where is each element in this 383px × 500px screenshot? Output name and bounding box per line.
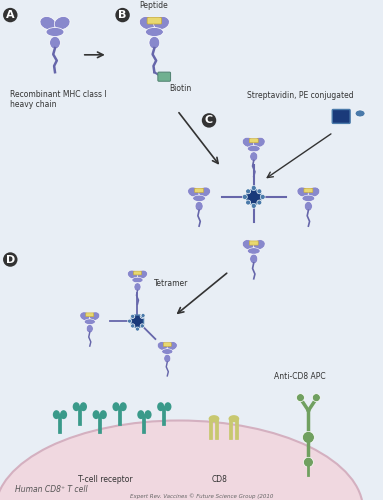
Ellipse shape bbox=[254, 138, 265, 147]
Ellipse shape bbox=[53, 410, 60, 419]
Ellipse shape bbox=[199, 187, 211, 197]
Ellipse shape bbox=[242, 138, 254, 147]
Ellipse shape bbox=[113, 402, 119, 411]
Ellipse shape bbox=[54, 16, 70, 30]
Text: Peptide: Peptide bbox=[139, 1, 168, 10]
Circle shape bbox=[242, 194, 247, 200]
Ellipse shape bbox=[132, 277, 143, 283]
Ellipse shape bbox=[119, 402, 127, 411]
Ellipse shape bbox=[167, 342, 177, 350]
Ellipse shape bbox=[40, 16, 56, 30]
Text: C: C bbox=[205, 116, 213, 126]
Circle shape bbox=[303, 432, 314, 444]
Ellipse shape bbox=[84, 319, 95, 324]
FancyBboxPatch shape bbox=[249, 138, 258, 143]
Circle shape bbox=[303, 458, 313, 467]
Ellipse shape bbox=[247, 146, 260, 152]
FancyBboxPatch shape bbox=[86, 313, 94, 316]
Circle shape bbox=[140, 314, 144, 318]
FancyBboxPatch shape bbox=[247, 190, 261, 204]
Ellipse shape bbox=[90, 312, 100, 320]
Ellipse shape bbox=[164, 354, 171, 362]
Ellipse shape bbox=[0, 420, 363, 500]
Ellipse shape bbox=[137, 410, 144, 419]
FancyBboxPatch shape bbox=[147, 18, 162, 24]
Circle shape bbox=[260, 194, 265, 200]
Ellipse shape bbox=[93, 410, 100, 419]
Ellipse shape bbox=[50, 36, 61, 49]
Circle shape bbox=[128, 319, 131, 323]
Ellipse shape bbox=[73, 402, 80, 411]
Ellipse shape bbox=[247, 248, 260, 254]
Ellipse shape bbox=[157, 342, 167, 350]
Text: B: B bbox=[118, 10, 127, 20]
Ellipse shape bbox=[254, 240, 265, 250]
Circle shape bbox=[246, 200, 250, 205]
Circle shape bbox=[246, 189, 250, 194]
Text: Recombinant MHC class I
heavy chain: Recombinant MHC class I heavy chain bbox=[10, 90, 107, 110]
Text: Streptavidin, PE conjugated: Streptavidin, PE conjugated bbox=[247, 90, 354, 100]
FancyBboxPatch shape bbox=[195, 188, 203, 192]
Ellipse shape bbox=[134, 283, 141, 291]
Text: D: D bbox=[6, 254, 15, 264]
Ellipse shape bbox=[304, 202, 313, 211]
Ellipse shape bbox=[162, 349, 173, 354]
Ellipse shape bbox=[188, 187, 200, 197]
Text: A: A bbox=[6, 10, 15, 20]
FancyBboxPatch shape bbox=[304, 188, 313, 192]
Ellipse shape bbox=[154, 16, 169, 30]
Ellipse shape bbox=[128, 270, 138, 278]
Ellipse shape bbox=[139, 16, 155, 30]
FancyBboxPatch shape bbox=[131, 315, 144, 327]
Ellipse shape bbox=[297, 187, 309, 197]
Ellipse shape bbox=[146, 28, 163, 36]
Text: Anti-CD8 APC: Anti-CD8 APC bbox=[273, 372, 325, 381]
Ellipse shape bbox=[137, 270, 147, 278]
Ellipse shape bbox=[100, 410, 107, 419]
FancyBboxPatch shape bbox=[332, 110, 350, 124]
Circle shape bbox=[131, 314, 135, 318]
Ellipse shape bbox=[195, 202, 203, 211]
Ellipse shape bbox=[355, 110, 365, 117]
Circle shape bbox=[141, 314, 145, 318]
Ellipse shape bbox=[302, 195, 315, 202]
Ellipse shape bbox=[209, 415, 219, 422]
Ellipse shape bbox=[193, 195, 205, 202]
Text: Tetramer: Tetramer bbox=[154, 280, 189, 288]
Ellipse shape bbox=[46, 28, 64, 36]
Circle shape bbox=[136, 327, 139, 331]
Circle shape bbox=[257, 189, 262, 194]
Text: Human CD8⁺ T cell: Human CD8⁺ T cell bbox=[15, 485, 88, 494]
Ellipse shape bbox=[86, 324, 93, 333]
Circle shape bbox=[251, 186, 256, 190]
FancyBboxPatch shape bbox=[134, 271, 141, 275]
Circle shape bbox=[313, 394, 320, 402]
Ellipse shape bbox=[157, 402, 164, 411]
Circle shape bbox=[251, 204, 256, 208]
FancyBboxPatch shape bbox=[163, 342, 171, 346]
Circle shape bbox=[131, 324, 135, 328]
Circle shape bbox=[140, 324, 144, 328]
FancyBboxPatch shape bbox=[249, 241, 258, 245]
Text: CD8: CD8 bbox=[212, 475, 228, 484]
Ellipse shape bbox=[80, 402, 87, 411]
Ellipse shape bbox=[60, 410, 67, 419]
Ellipse shape bbox=[250, 254, 258, 264]
Ellipse shape bbox=[242, 240, 254, 250]
Ellipse shape bbox=[229, 415, 239, 422]
Ellipse shape bbox=[149, 36, 160, 49]
Ellipse shape bbox=[80, 312, 90, 320]
Ellipse shape bbox=[144, 410, 152, 419]
Ellipse shape bbox=[250, 152, 258, 162]
Circle shape bbox=[257, 200, 262, 205]
Text: T-cell receptor: T-cell receptor bbox=[78, 475, 133, 484]
FancyBboxPatch shape bbox=[158, 72, 170, 82]
Circle shape bbox=[296, 394, 304, 402]
Text: Expert Rev. Vaccines © Future Science Group (2010: Expert Rev. Vaccines © Future Science Gr… bbox=[129, 494, 273, 499]
Ellipse shape bbox=[308, 187, 320, 197]
Ellipse shape bbox=[164, 402, 172, 411]
Text: Biotin: Biotin bbox=[169, 84, 192, 92]
